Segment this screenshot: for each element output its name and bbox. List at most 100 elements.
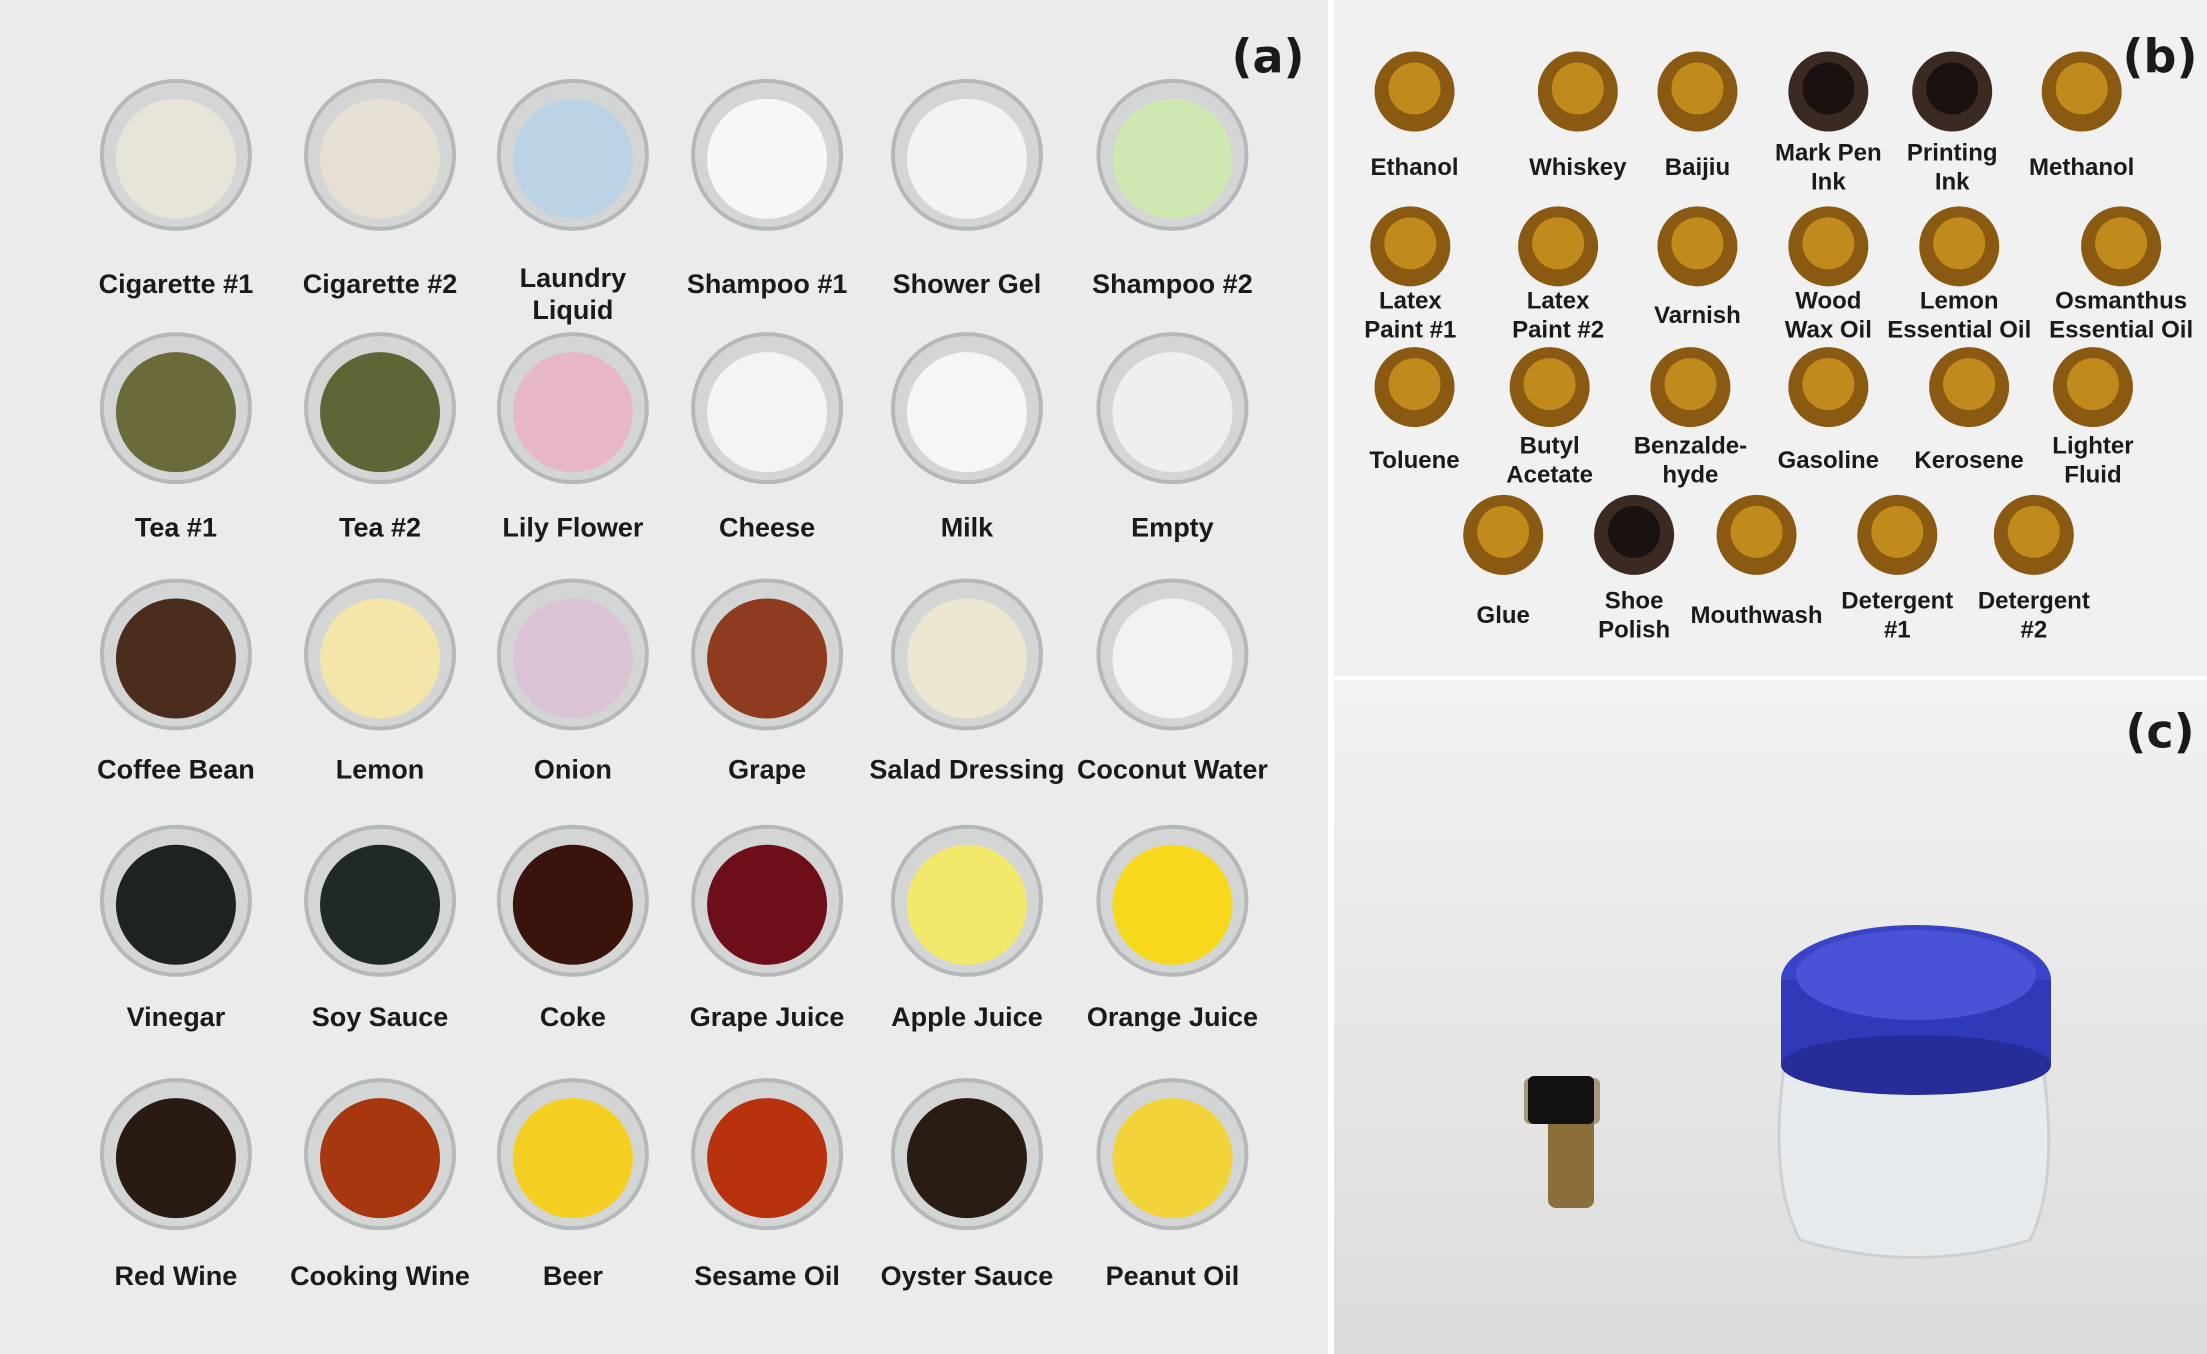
item-label: Oyster Sauce	[881, 1261, 1054, 1291]
jar-content	[906, 598, 1027, 719]
item-label: Varnish	[1654, 302, 1741, 329]
jar-content	[320, 98, 441, 219]
item-label: Vinegar	[127, 1002, 226, 1032]
item-label: Benzalde-	[1634, 433, 1747, 460]
item-label: Latex	[1379, 288, 1442, 315]
vial-mouth	[1388, 62, 1441, 115]
item-label: Peanut Oil	[1106, 1261, 1240, 1291]
jar-content	[115, 352, 236, 473]
item-label: Empty	[1131, 512, 1214, 542]
vial-mouth	[1532, 217, 1585, 270]
panel-label: (b)	[2123, 30, 2198, 84]
item-label: Fluid	[2064, 462, 2121, 489]
jar-content	[707, 352, 828, 473]
item-label: Cheese	[719, 512, 815, 542]
item-label: Sesame Oil	[694, 1261, 840, 1291]
item-label: Salad Dressing	[869, 754, 1064, 784]
item-label: Onion	[534, 754, 612, 784]
item-label: Coconut Water	[1077, 754, 1268, 784]
vial-mouth	[2095, 217, 2148, 270]
vial-mouth	[1477, 505, 1530, 558]
vial-mouth	[1926, 62, 1979, 115]
item-label: Ink	[1811, 169, 1846, 196]
vial-mouth	[1671, 62, 1724, 115]
jar-content	[1112, 844, 1233, 965]
vial-mouth	[2007, 505, 2060, 558]
jar-content	[512, 352, 633, 473]
item-label: Lemon	[1920, 288, 1999, 315]
jar-content	[707, 844, 828, 965]
item-label: Shampoo #2	[1092, 269, 1253, 299]
jar-content	[512, 98, 633, 219]
panel-c-bg	[1334, 680, 2207, 1354]
item-label: Coke	[540, 1002, 606, 1032]
jar-content	[707, 98, 828, 219]
item-label: Cigarette #1	[99, 269, 254, 299]
jar-content	[115, 844, 236, 965]
item-label: Mark Pen	[1775, 140, 1882, 167]
panel-label: (a)	[1231, 30, 1304, 84]
item-label: Lemon	[336, 754, 425, 784]
vial-mouth	[1802, 217, 1855, 270]
item-label: Methanol	[2029, 154, 2134, 181]
jar-content	[906, 1098, 1027, 1219]
item-label: Baijiu	[1665, 154, 1730, 181]
item-label: Acetate	[1506, 462, 1593, 489]
jar-content	[1112, 352, 1233, 473]
item-label: Cooking Wine	[290, 1261, 470, 1291]
item-label: Glue	[1477, 602, 1530, 629]
item-label: Soy Sauce	[312, 1002, 449, 1032]
jar-content	[906, 98, 1027, 219]
item-label: #1	[1884, 616, 1911, 643]
vial-mouth	[1730, 505, 1783, 558]
item-label: Shampoo #1	[687, 269, 848, 299]
item-label: Apple Juice	[891, 1002, 1043, 1032]
vial-mouth	[1802, 62, 1855, 115]
item-label: Wood	[1795, 288, 1861, 315]
item-label: Whiskey	[1529, 154, 1627, 181]
jar-content	[320, 352, 441, 473]
item-label: Red Wine	[115, 1261, 238, 1291]
item-label: Paint #2	[1512, 317, 1604, 344]
item-label: Coffee Bean	[97, 754, 255, 784]
item-label: Ink	[1935, 169, 1970, 196]
item-label: Butyl	[1520, 433, 1580, 460]
jar-content	[906, 844, 1027, 965]
vial-mouth	[1551, 62, 1604, 115]
vial-mouth	[1664, 358, 1717, 411]
jar-content	[906, 352, 1027, 473]
item-label: Paint #1	[1364, 317, 1456, 344]
vial-mouth	[1388, 358, 1441, 411]
item-label: Tea #2	[339, 512, 421, 542]
vial-mouth	[1608, 505, 1661, 558]
jar-content	[512, 844, 633, 965]
item-label: Polish	[1598, 616, 1670, 643]
jar-content	[1112, 1098, 1233, 1219]
item-label: Grape	[728, 754, 806, 784]
item-label: Laundry	[520, 263, 627, 293]
item-label: Essential Oil	[1887, 317, 2031, 344]
vial-mouth	[1671, 217, 1724, 270]
jar-content	[1112, 598, 1233, 719]
jar-content	[512, 1098, 633, 1219]
vial-mouth	[1871, 505, 1924, 558]
item-label: Essential Oil	[2049, 317, 2193, 344]
jar-content	[707, 1098, 828, 1219]
item-label: Detergent	[1841, 587, 1953, 614]
item-label: #2	[2020, 616, 2047, 643]
vial-mouth	[1943, 358, 1996, 411]
item-label: Shoe	[1605, 587, 1664, 614]
jar-content	[1112, 98, 1233, 219]
item-label: Gasoline	[1778, 447, 1879, 474]
glass-bottle	[1777, 925, 2051, 1259]
item-label: Shower Gel	[893, 269, 1042, 299]
item-label: Grape Juice	[690, 1002, 845, 1032]
vial-mouth	[1523, 358, 1576, 411]
jar-content	[115, 1098, 236, 1219]
vial-mouth	[1933, 217, 1986, 270]
panel-label: (c)	[2125, 705, 2194, 759]
item-label: Printing	[1907, 140, 1998, 167]
item-label: Osmanthus	[2055, 288, 2187, 315]
